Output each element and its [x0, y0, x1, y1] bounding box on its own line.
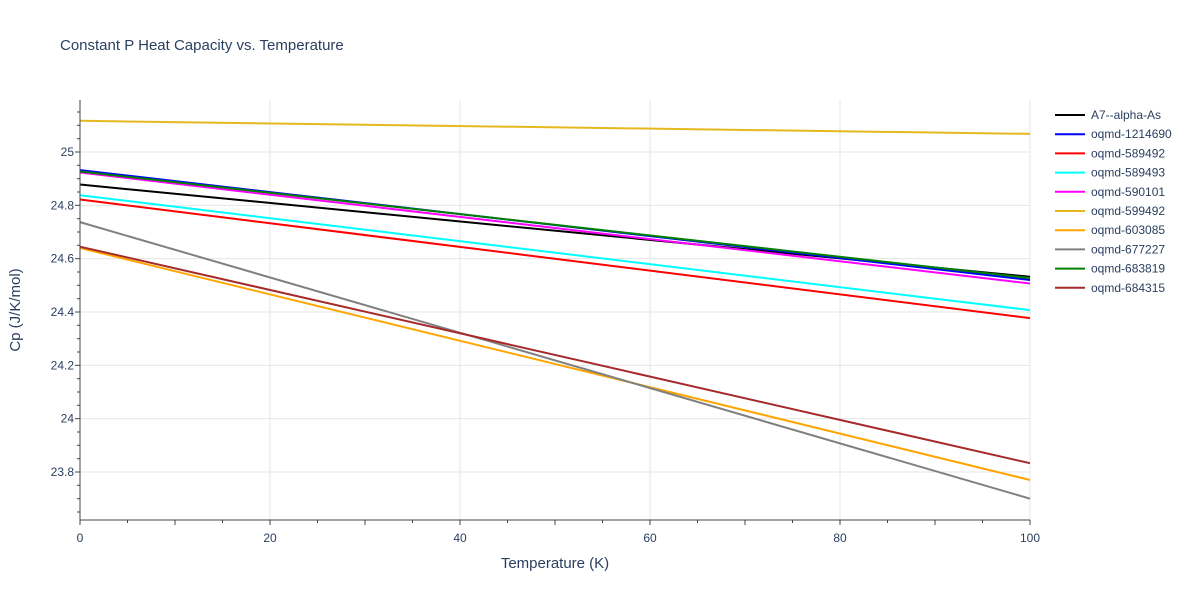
legend-label: A7--alpha-As [1091, 108, 1161, 122]
legend-label: oqmd-1214690 [1091, 127, 1172, 141]
series-lines [79, 119, 1031, 500]
legend-label: oqmd-684315 [1091, 281, 1165, 295]
y-tick-label: 24.4 [51, 305, 75, 319]
series-line-oqmd-677227 [79, 221, 1031, 500]
x-tick-label: 80 [833, 531, 847, 545]
x-axis-label: Temperature (K) [501, 555, 609, 572]
y-tick-label: 25 [61, 145, 75, 159]
series-line-oqmd-590101 [79, 171, 1031, 285]
x-tick-label: 100 [1020, 531, 1040, 545]
series-line-oqmd-589492 [79, 198, 1031, 320]
x-tick-label: 0 [77, 531, 84, 545]
series-line-oqmd-683819 [79, 170, 1031, 280]
legend-label: oqmd-683819 [1091, 262, 1165, 276]
x-tick-label: 20 [263, 531, 277, 545]
legend-label: oqmd-590101 [1091, 185, 1165, 199]
series-line-oqmd-684315 [79, 245, 1031, 465]
x-tick-label: 40 [453, 531, 467, 545]
y-tick-label: 23.8 [51, 465, 75, 479]
y-tick-label: 24.8 [51, 198, 75, 212]
series-line-oqmd-589493 [79, 194, 1031, 312]
legend-label: oqmd-589493 [1091, 166, 1165, 180]
legend-label: oqmd-599492 [1091, 204, 1165, 218]
legend-label: oqmd-589492 [1091, 146, 1165, 160]
series-line-oqmd-603085 [79, 247, 1031, 481]
legend: A7--alpha-As oqmd-1214690 oqmd-589492 oqmd-… [1055, 108, 1172, 295]
y-tick-label: 24 [61, 412, 75, 426]
series-line-oqmd-599492 [79, 119, 1031, 135]
x-tick-label: 60 [643, 531, 657, 545]
chart-title: Constant P Heat Capacity vs. Temperature [60, 37, 344, 54]
legend-label: oqmd-677227 [1091, 242, 1165, 256]
y-tick-label: 24.2 [51, 358, 75, 372]
y-axis-label: Cp (J/K/mol) [7, 268, 24, 351]
axes: 0 20 40 60 80 100 23.8 24 24.2 24.4 24.6 24.8 25 [51, 100, 1040, 545]
y-tick-label: 24.6 [51, 252, 75, 266]
legend-label: oqmd-603085 [1091, 223, 1165, 237]
